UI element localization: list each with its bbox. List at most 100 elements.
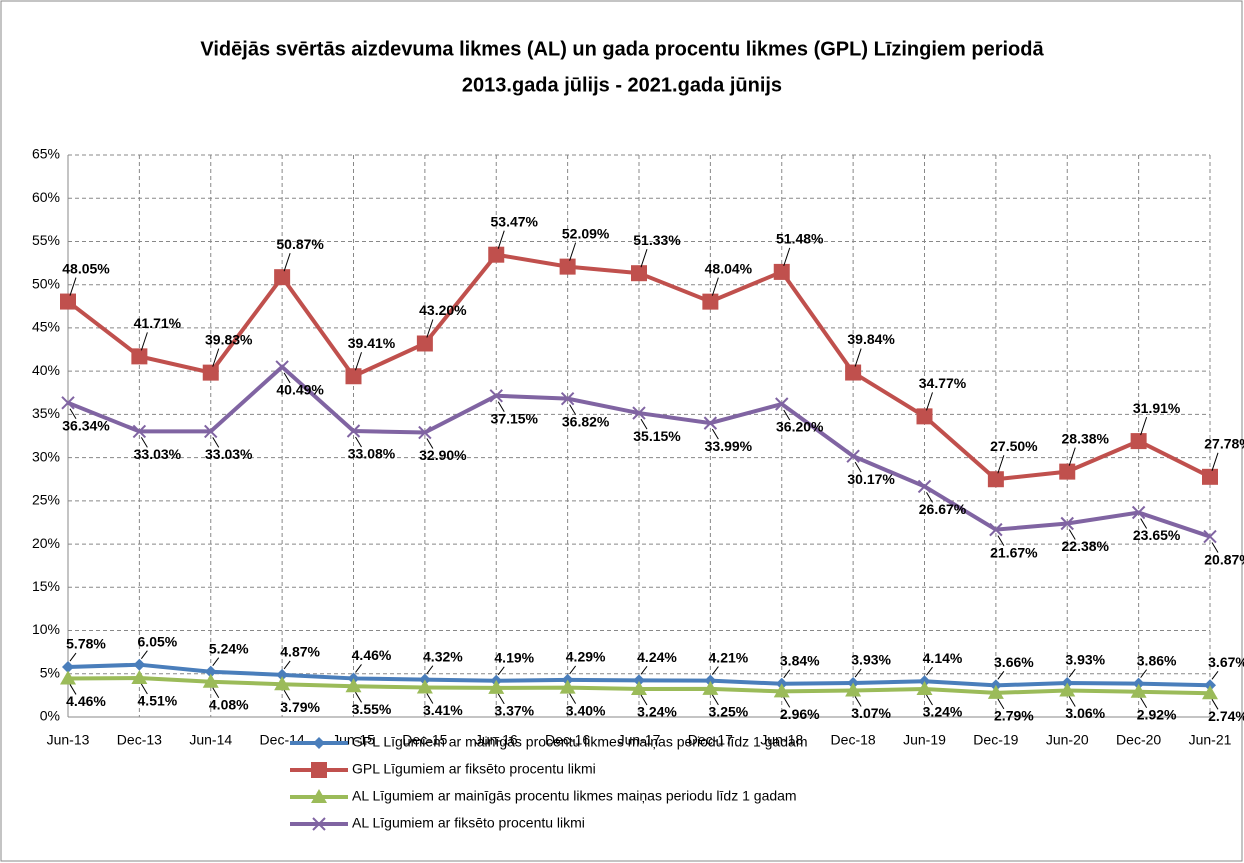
data-label: 3.24% bbox=[923, 704, 963, 720]
marker bbox=[345, 368, 362, 385]
x-tick-label: Jun-14 bbox=[189, 732, 232, 748]
leader-line bbox=[497, 230, 505, 249]
leader-line bbox=[497, 666, 505, 676]
data-label: 51.48% bbox=[776, 231, 824, 247]
leader-line bbox=[997, 698, 1005, 710]
data-label: 27.50% bbox=[990, 438, 1038, 454]
data-label: 4.19% bbox=[494, 649, 534, 665]
legend-label: GPL Līgumiem ar fiksēto procentu likmi bbox=[352, 761, 596, 777]
marker bbox=[633, 674, 645, 687]
marker bbox=[916, 408, 933, 425]
leader-line bbox=[140, 437, 148, 448]
marker bbox=[1132, 677, 1145, 690]
marker bbox=[60, 670, 76, 685]
y-tick-label: 10% bbox=[32, 621, 60, 637]
data-label: 3.67% bbox=[1208, 654, 1244, 670]
leader-line bbox=[783, 247, 791, 267]
data-label: 48.05% bbox=[62, 260, 110, 276]
leader-line bbox=[997, 535, 1005, 546]
y-tick-label: 65% bbox=[32, 146, 60, 162]
chart-title: 2013.gada jūlijs - 2021.gada jūnijs bbox=[462, 74, 782, 96]
data-label: 3.41% bbox=[423, 702, 463, 718]
marker bbox=[312, 817, 326, 831]
x-tick-label: Dec-20 bbox=[1116, 732, 1161, 748]
marker bbox=[131, 348, 148, 365]
marker bbox=[313, 737, 325, 749]
x-tick-label: Dec-14 bbox=[260, 732, 305, 748]
data-label: 48.04% bbox=[705, 260, 753, 276]
data-label: 3.93% bbox=[851, 652, 891, 668]
data-label: 4.14% bbox=[923, 650, 963, 666]
marker bbox=[559, 679, 576, 694]
data-label: 4.87% bbox=[280, 644, 320, 660]
leader-line bbox=[711, 428, 719, 440]
data-label: 41.71% bbox=[134, 315, 182, 331]
data-label: 4.08% bbox=[209, 696, 249, 712]
data-label: 3.93% bbox=[1065, 652, 1105, 668]
x-tick-label: Jun-17 bbox=[618, 732, 661, 748]
data-label: 3.55% bbox=[352, 701, 392, 717]
legend-label: AL Līgumiem ar fiksēto procentu likmi bbox=[352, 815, 585, 831]
marker bbox=[1059, 682, 1076, 697]
data-label: 4.51% bbox=[138, 693, 178, 709]
marker bbox=[416, 679, 433, 694]
x-tick-label: Jun-16 bbox=[475, 732, 518, 748]
leader-line bbox=[640, 249, 648, 268]
marker bbox=[274, 676, 291, 691]
leader-line bbox=[711, 694, 719, 706]
x-tick-label: Dec-19 bbox=[973, 732, 1018, 748]
marker bbox=[1130, 683, 1147, 698]
x-tick-label: Jun-21 bbox=[1189, 732, 1232, 748]
marker bbox=[488, 679, 505, 694]
leader-line bbox=[497, 401, 505, 413]
marker bbox=[775, 397, 789, 411]
data-label: 3.79% bbox=[280, 699, 320, 715]
x-tick-label: Dec-13 bbox=[117, 732, 162, 748]
marker bbox=[987, 684, 1004, 699]
data-label: 33.03% bbox=[205, 446, 253, 462]
marker bbox=[311, 789, 327, 803]
marker bbox=[917, 479, 932, 494]
leader-line bbox=[997, 671, 1005, 680]
marker bbox=[702, 293, 719, 310]
data-label: 3.84% bbox=[780, 653, 820, 669]
leader-line bbox=[426, 319, 434, 338]
y-tick-label: 30% bbox=[32, 448, 60, 464]
leader-line bbox=[854, 696, 862, 707]
data-label: 35.15% bbox=[633, 428, 681, 444]
leader-line bbox=[140, 332, 148, 351]
leader-line bbox=[283, 660, 291, 670]
leader-line bbox=[1140, 669, 1148, 678]
data-label: 23.65% bbox=[1133, 527, 1181, 543]
leader-line bbox=[212, 348, 220, 367]
leader-line bbox=[283, 372, 291, 384]
data-label: 4.21% bbox=[709, 649, 749, 665]
data-label: 53.47% bbox=[491, 213, 539, 229]
leader-line bbox=[640, 694, 648, 706]
leader-line bbox=[711, 277, 719, 296]
data-label: 33.08% bbox=[348, 446, 396, 462]
marker bbox=[773, 683, 790, 698]
leader-line bbox=[569, 665, 577, 675]
leader-line bbox=[1211, 670, 1219, 680]
data-label: 3.25% bbox=[709, 704, 749, 720]
leader-line bbox=[640, 666, 648, 675]
marker bbox=[346, 424, 361, 438]
y-tick-label: 50% bbox=[32, 275, 60, 291]
marker bbox=[416, 335, 433, 352]
data-label: 40.49% bbox=[276, 382, 324, 398]
data-label: 37.15% bbox=[491, 410, 539, 426]
x-tick-label: Dec-15 bbox=[402, 732, 447, 748]
leader-line bbox=[69, 277, 77, 296]
data-label: 27.78% bbox=[1204, 436, 1244, 452]
marker bbox=[559, 258, 576, 275]
data-label: 33.03% bbox=[134, 446, 182, 462]
leader-line bbox=[140, 650, 148, 659]
marker bbox=[773, 263, 790, 280]
marker bbox=[1060, 516, 1074, 531]
data-label: 3.86% bbox=[1137, 652, 1177, 668]
data-label: 21.67% bbox=[990, 544, 1038, 560]
leader-line bbox=[711, 666, 719, 675]
marker bbox=[560, 391, 575, 406]
marker bbox=[916, 680, 933, 695]
